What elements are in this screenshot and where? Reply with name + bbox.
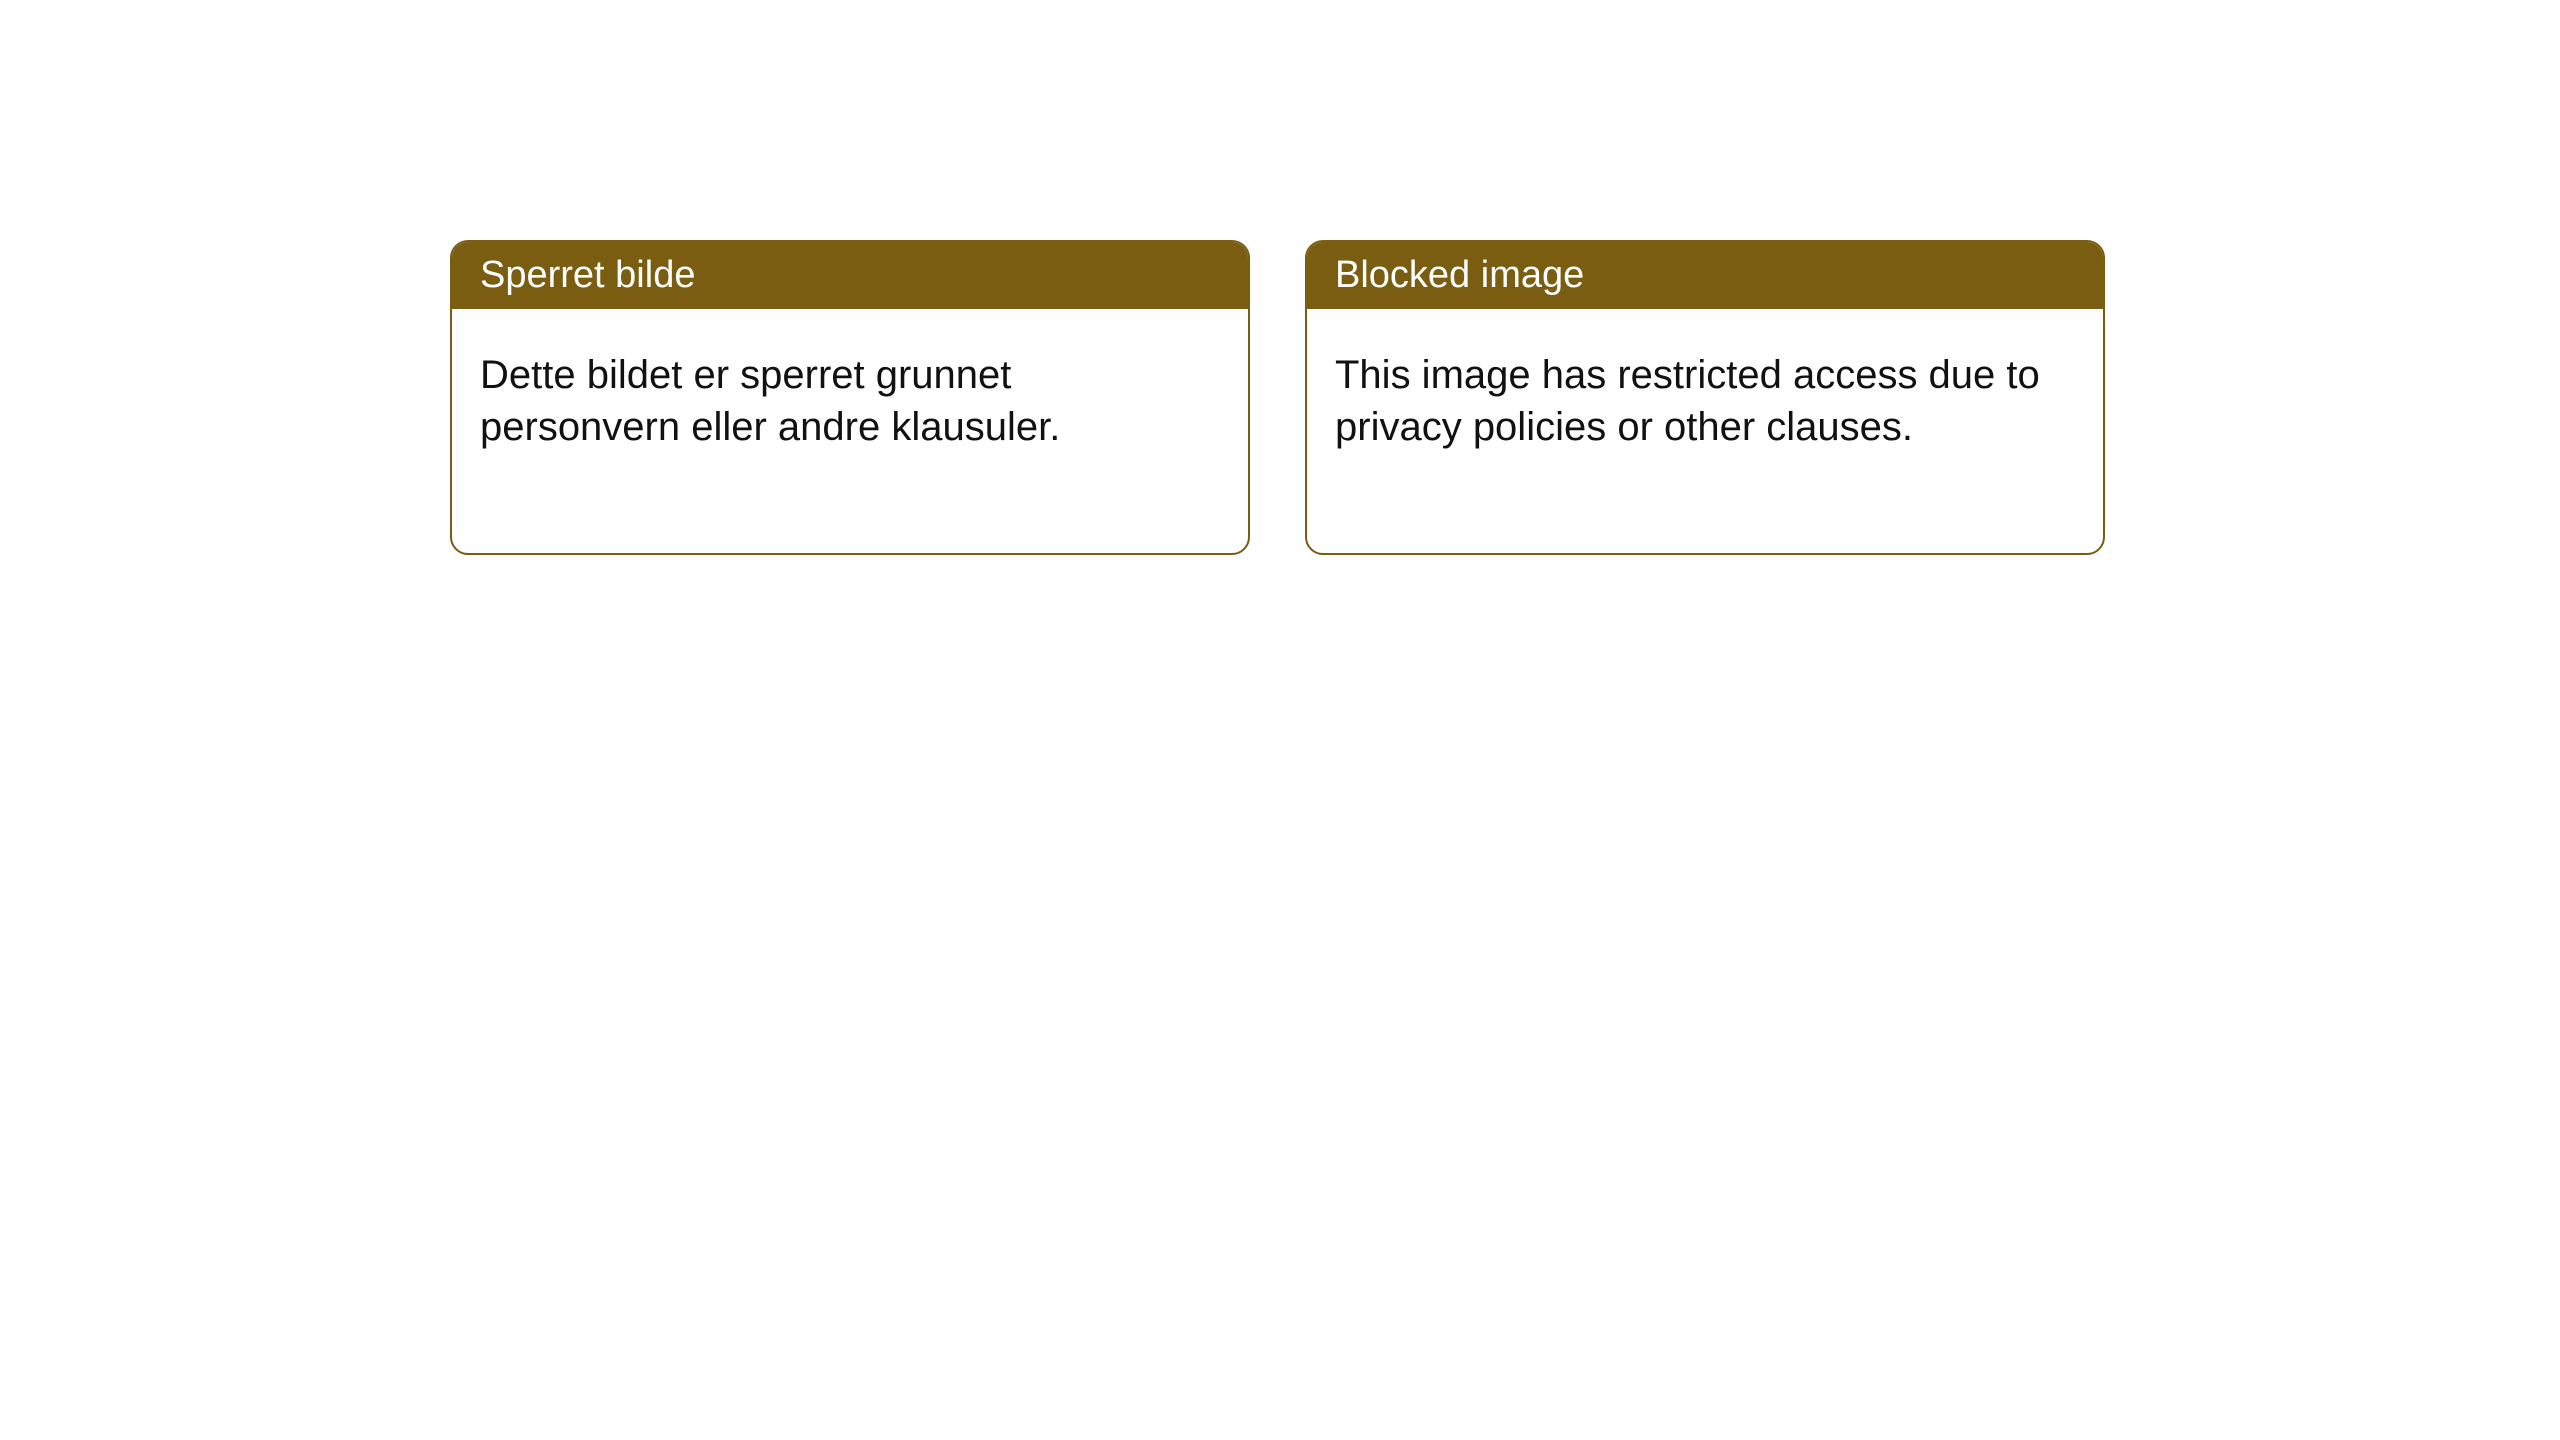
card-body-text: This image has restricted access due to … xyxy=(1335,353,2040,449)
card-body: This image has restricted access due to … xyxy=(1307,309,2103,553)
card-title: Sperret bilde xyxy=(480,254,695,296)
card-body-text: Dette bildet er sperret grunnet personve… xyxy=(480,353,1060,449)
card-header: Sperret bilde xyxy=(452,242,1248,309)
card-body: Dette bildet er sperret grunnet personve… xyxy=(452,309,1248,553)
notice-card-english: Blocked image This image has restricted … xyxy=(1305,240,2105,555)
notice-card-norwegian: Sperret bilde Dette bildet er sperret gr… xyxy=(450,240,1250,555)
card-title: Blocked image xyxy=(1335,254,1584,296)
notice-cards-container: Sperret bilde Dette bildet er sperret gr… xyxy=(450,240,2560,555)
card-header: Blocked image xyxy=(1307,242,2103,309)
